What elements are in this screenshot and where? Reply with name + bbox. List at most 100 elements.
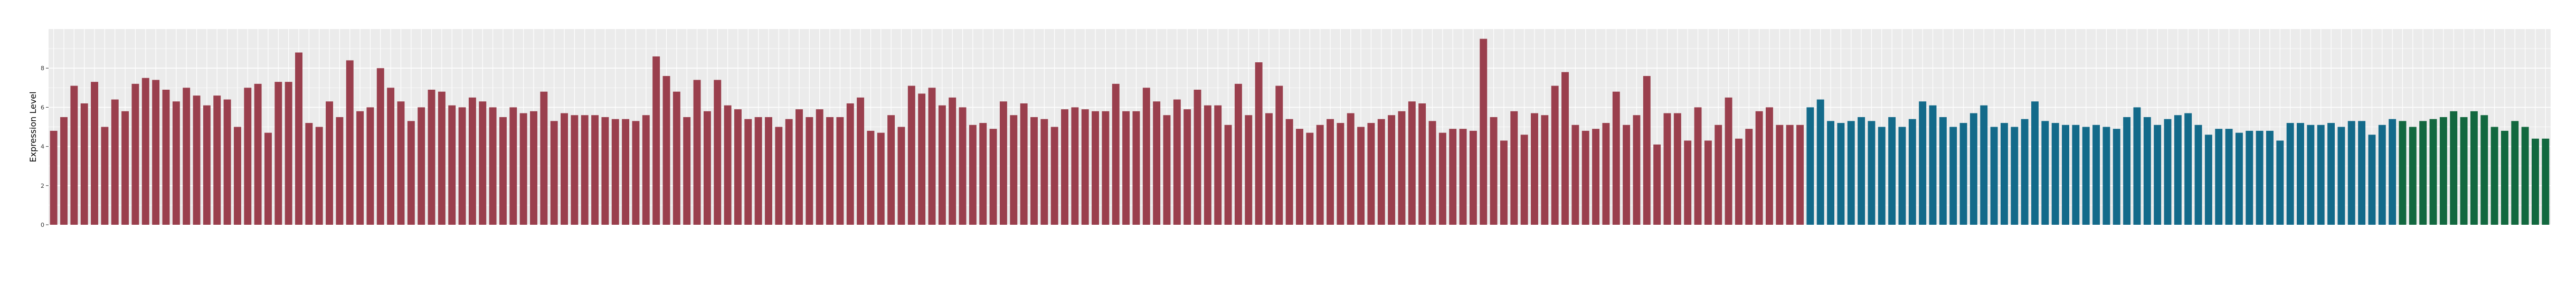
y-axis-ticks: 0 2 4 6 8 bbox=[41, 65, 49, 228]
bar bbox=[1061, 109, 1068, 225]
bar bbox=[2113, 129, 2120, 225]
bar bbox=[1265, 113, 1273, 225]
bar bbox=[233, 127, 241, 225]
bar bbox=[2174, 115, 2182, 225]
bar bbox=[2532, 138, 2539, 225]
bar bbox=[857, 97, 865, 225]
bar bbox=[1776, 125, 1784, 225]
y-tick-label: 8 bbox=[41, 65, 44, 72]
bar bbox=[2215, 129, 2223, 225]
bar bbox=[2123, 117, 2131, 225]
bar bbox=[244, 88, 252, 225]
bar bbox=[969, 125, 977, 225]
bar bbox=[2051, 123, 2059, 225]
bar bbox=[2000, 123, 2008, 225]
bar bbox=[571, 115, 579, 225]
bar bbox=[1500, 140, 1508, 225]
bar bbox=[795, 109, 803, 225]
bar bbox=[1816, 99, 1824, 225]
bar bbox=[285, 82, 292, 225]
bar bbox=[928, 88, 936, 225]
bar bbox=[907, 85, 915, 225]
bar bbox=[438, 91, 446, 225]
bar bbox=[2041, 121, 2049, 225]
bar bbox=[80, 103, 88, 225]
bar bbox=[1919, 101, 1927, 225]
bar bbox=[1735, 138, 1742, 225]
bar bbox=[2154, 125, 2162, 225]
bar bbox=[1122, 111, 1130, 225]
y-tick-label: 2 bbox=[41, 183, 44, 189]
bar bbox=[2266, 130, 2274, 225]
bar bbox=[1112, 83, 1120, 225]
bar bbox=[611, 119, 619, 225]
bar bbox=[1858, 117, 1865, 225]
bar bbox=[2470, 111, 2478, 225]
bar bbox=[1490, 117, 1498, 225]
bar bbox=[70, 85, 78, 225]
bar bbox=[448, 105, 456, 225]
bar bbox=[1245, 115, 1253, 225]
bar bbox=[2501, 130, 2508, 225]
bar bbox=[1755, 111, 1763, 225]
bar bbox=[397, 101, 405, 225]
bar bbox=[1438, 132, 1446, 225]
bar bbox=[949, 97, 956, 225]
bar bbox=[1765, 107, 1773, 225]
bar bbox=[2286, 123, 2294, 225]
bar bbox=[897, 127, 905, 225]
bar bbox=[1010, 115, 1018, 225]
bar bbox=[754, 117, 762, 225]
bar bbox=[468, 97, 476, 225]
bar bbox=[1949, 127, 1957, 225]
y-tick-label: 4 bbox=[41, 144, 44, 150]
bar bbox=[2337, 127, 2345, 225]
bar bbox=[387, 88, 395, 225]
bar bbox=[203, 105, 211, 225]
bar bbox=[1040, 119, 1048, 225]
bar bbox=[1183, 109, 1191, 225]
bar bbox=[2092, 125, 2100, 225]
bar bbox=[1592, 129, 1600, 225]
bar bbox=[1581, 130, 1589, 225]
bar bbox=[918, 93, 926, 225]
bar bbox=[1878, 127, 1886, 225]
bars bbox=[50, 39, 2550, 225]
bar bbox=[816, 109, 823, 225]
bar bbox=[1377, 119, 1385, 225]
bar bbox=[315, 127, 323, 225]
bar bbox=[1684, 140, 1692, 225]
bar bbox=[366, 107, 374, 225]
bar bbox=[356, 111, 364, 225]
bar bbox=[1745, 129, 1753, 225]
bar bbox=[764, 117, 772, 225]
bar bbox=[1449, 129, 1457, 225]
bar bbox=[1418, 103, 1426, 225]
bar bbox=[1347, 113, 1355, 225]
bar bbox=[1020, 103, 1028, 225]
bar bbox=[1398, 111, 1406, 225]
bar bbox=[1612, 91, 1620, 225]
bar bbox=[2389, 119, 2397, 225]
bar bbox=[183, 88, 191, 225]
bar bbox=[1939, 117, 1947, 225]
bar bbox=[2460, 117, 2468, 225]
bar bbox=[2521, 127, 2529, 225]
bar bbox=[2368, 135, 2376, 225]
bar bbox=[1153, 101, 1161, 225]
bar bbox=[591, 115, 599, 225]
bar bbox=[418, 107, 425, 225]
bar bbox=[2378, 125, 2386, 225]
bar bbox=[1296, 129, 1303, 225]
bar bbox=[693, 80, 701, 225]
bar bbox=[2317, 125, 2325, 225]
bar bbox=[1847, 121, 1855, 225]
bar bbox=[2103, 127, 2110, 225]
bar bbox=[2246, 130, 2253, 225]
bar bbox=[376, 68, 384, 225]
bar bbox=[662, 76, 670, 225]
y-tick-label: 0 bbox=[41, 222, 44, 228]
bar bbox=[1796, 125, 1804, 225]
bar bbox=[1327, 119, 1334, 225]
bar bbox=[1142, 88, 1150, 225]
